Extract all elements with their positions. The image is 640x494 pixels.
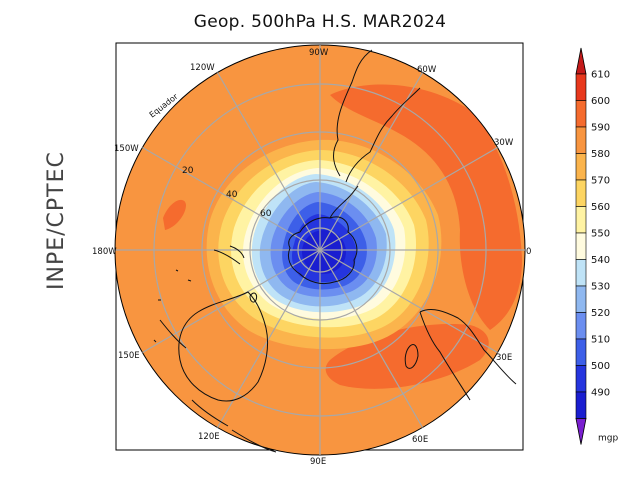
lon-label-150w: 150W	[114, 144, 139, 154]
colorbar: 610 600 590 580 570 560 550 540 530 520 510 500 490 m…	[575, 47, 618, 445]
colorbar-swatch	[575, 312, 587, 340]
coastlines	[153, 49, 517, 453]
polar-vortex	[206, 139, 442, 350]
lon-label-60e: 60E	[412, 435, 428, 445]
colorbar-swatch	[575, 338, 587, 366]
map-title: Geop. 500hPa H.S. MAR2024	[193, 12, 447, 32]
australia-coast	[178, 291, 269, 402]
lat-label-20: 20	[182, 166, 194, 176]
colorbar-swatch	[575, 179, 587, 207]
lon-label-90w: 90W	[309, 48, 329, 58]
indonesia-islands	[159, 319, 277, 453]
lat-label-40: 40	[226, 190, 238, 200]
lon-label-30w: 30W	[494, 138, 514, 148]
colorbar-arrow-bottom	[575, 418, 587, 445]
colorbar-level-label: 510	[591, 335, 610, 346]
colorbar-swatch	[575, 285, 587, 313]
south-america-coast	[333, 49, 421, 183]
colorbar-swatch	[575, 206, 587, 234]
lon-label-180w: 180W	[92, 247, 117, 257]
lon-label-120e: 120E	[198, 432, 220, 442]
meridian-labels: 90W 60W 30W 0 30E 60E 90E 120E 150E 180W…	[92, 48, 531, 467]
colorbar-swatch	[575, 365, 587, 393]
colorbar-level-label: 530	[591, 282, 610, 293]
antarctic-peninsula	[329, 185, 359, 219]
colorbar-unit: mgp	[598, 434, 618, 444]
colorbar-level-label: 550	[591, 229, 610, 240]
colorbar-swatch	[575, 73, 587, 101]
field-590-600-atlantic	[330, 84, 522, 330]
new-zealand	[213, 245, 245, 265]
colorbar-swatch	[575, 126, 587, 154]
colorbar-swatch	[575, 391, 587, 419]
colorbar-level-label: 600	[591, 96, 610, 107]
colorbar-level-label: 490	[591, 388, 610, 399]
colorbar-level-label: 560	[591, 202, 610, 213]
lon-label-30e: 30E	[496, 353, 512, 363]
colorbar-arrow-top	[575, 47, 587, 75]
colorbar-level-label: 520	[591, 308, 610, 319]
lon-label-90e: 90E	[310, 457, 326, 467]
pacific-islands	[153, 269, 192, 343]
colorbar-swatch	[575, 100, 587, 128]
africa-coast	[419, 309, 517, 401]
colorbar-swatch	[575, 259, 587, 287]
colorbar-swatch	[575, 153, 587, 181]
field-590-600-pacific	[163, 199, 186, 230]
colorbar-level-label: 580	[591, 149, 610, 160]
colorbar-level-label: 570	[591, 176, 610, 187]
lat-label-60: 60	[260, 209, 272, 219]
colorbar-level-label: 500	[591, 361, 610, 372]
tasmania	[249, 292, 257, 303]
lon-label-0: 0	[526, 247, 531, 257]
colorbar-level-label: 610	[591, 70, 610, 81]
colorbar-swatch	[575, 232, 587, 260]
madagascar	[404, 343, 419, 369]
lon-label-150e: 150E	[118, 351, 140, 361]
lon-label-120w: 120W	[190, 63, 215, 73]
colorbar-level-label: 540	[591, 255, 610, 266]
colorbar-level-label: 590	[591, 123, 610, 134]
lon-label-60w: 60W	[417, 65, 437, 75]
antarctica-coast	[287, 216, 358, 285]
